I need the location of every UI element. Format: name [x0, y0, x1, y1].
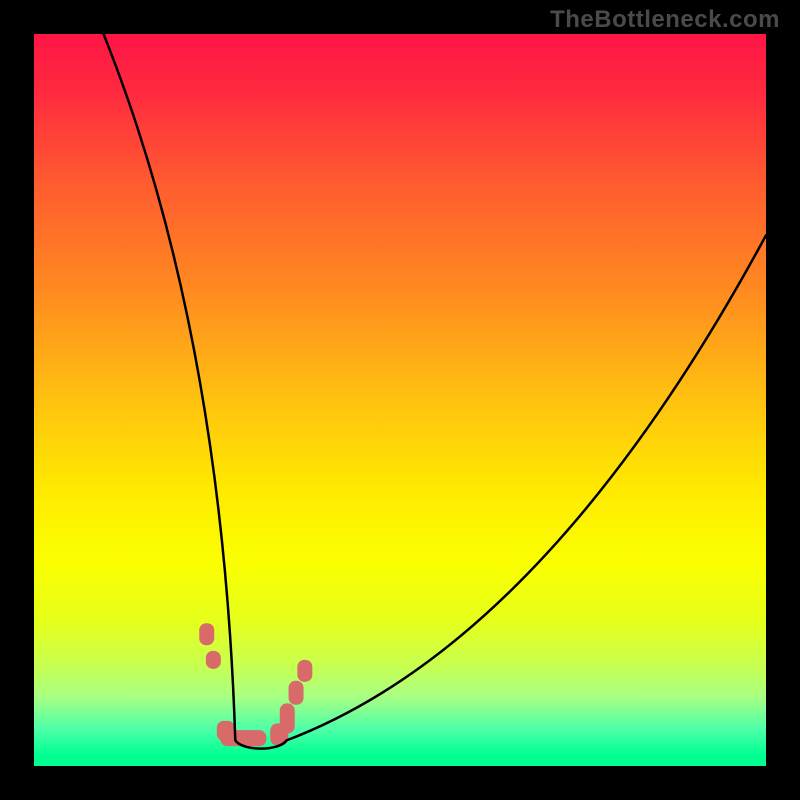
curve-marker — [297, 660, 312, 682]
curve-marker — [280, 703, 295, 733]
chart-svg — [0, 0, 800, 800]
chart-container: TheBottleneck.com — [0, 0, 800, 800]
curve-marker — [289, 681, 304, 705]
curve-marker — [199, 623, 214, 645]
watermark-text: TheBottleneck.com — [550, 6, 780, 34]
curve-marker — [220, 730, 266, 746]
curve-marker — [206, 651, 221, 669]
